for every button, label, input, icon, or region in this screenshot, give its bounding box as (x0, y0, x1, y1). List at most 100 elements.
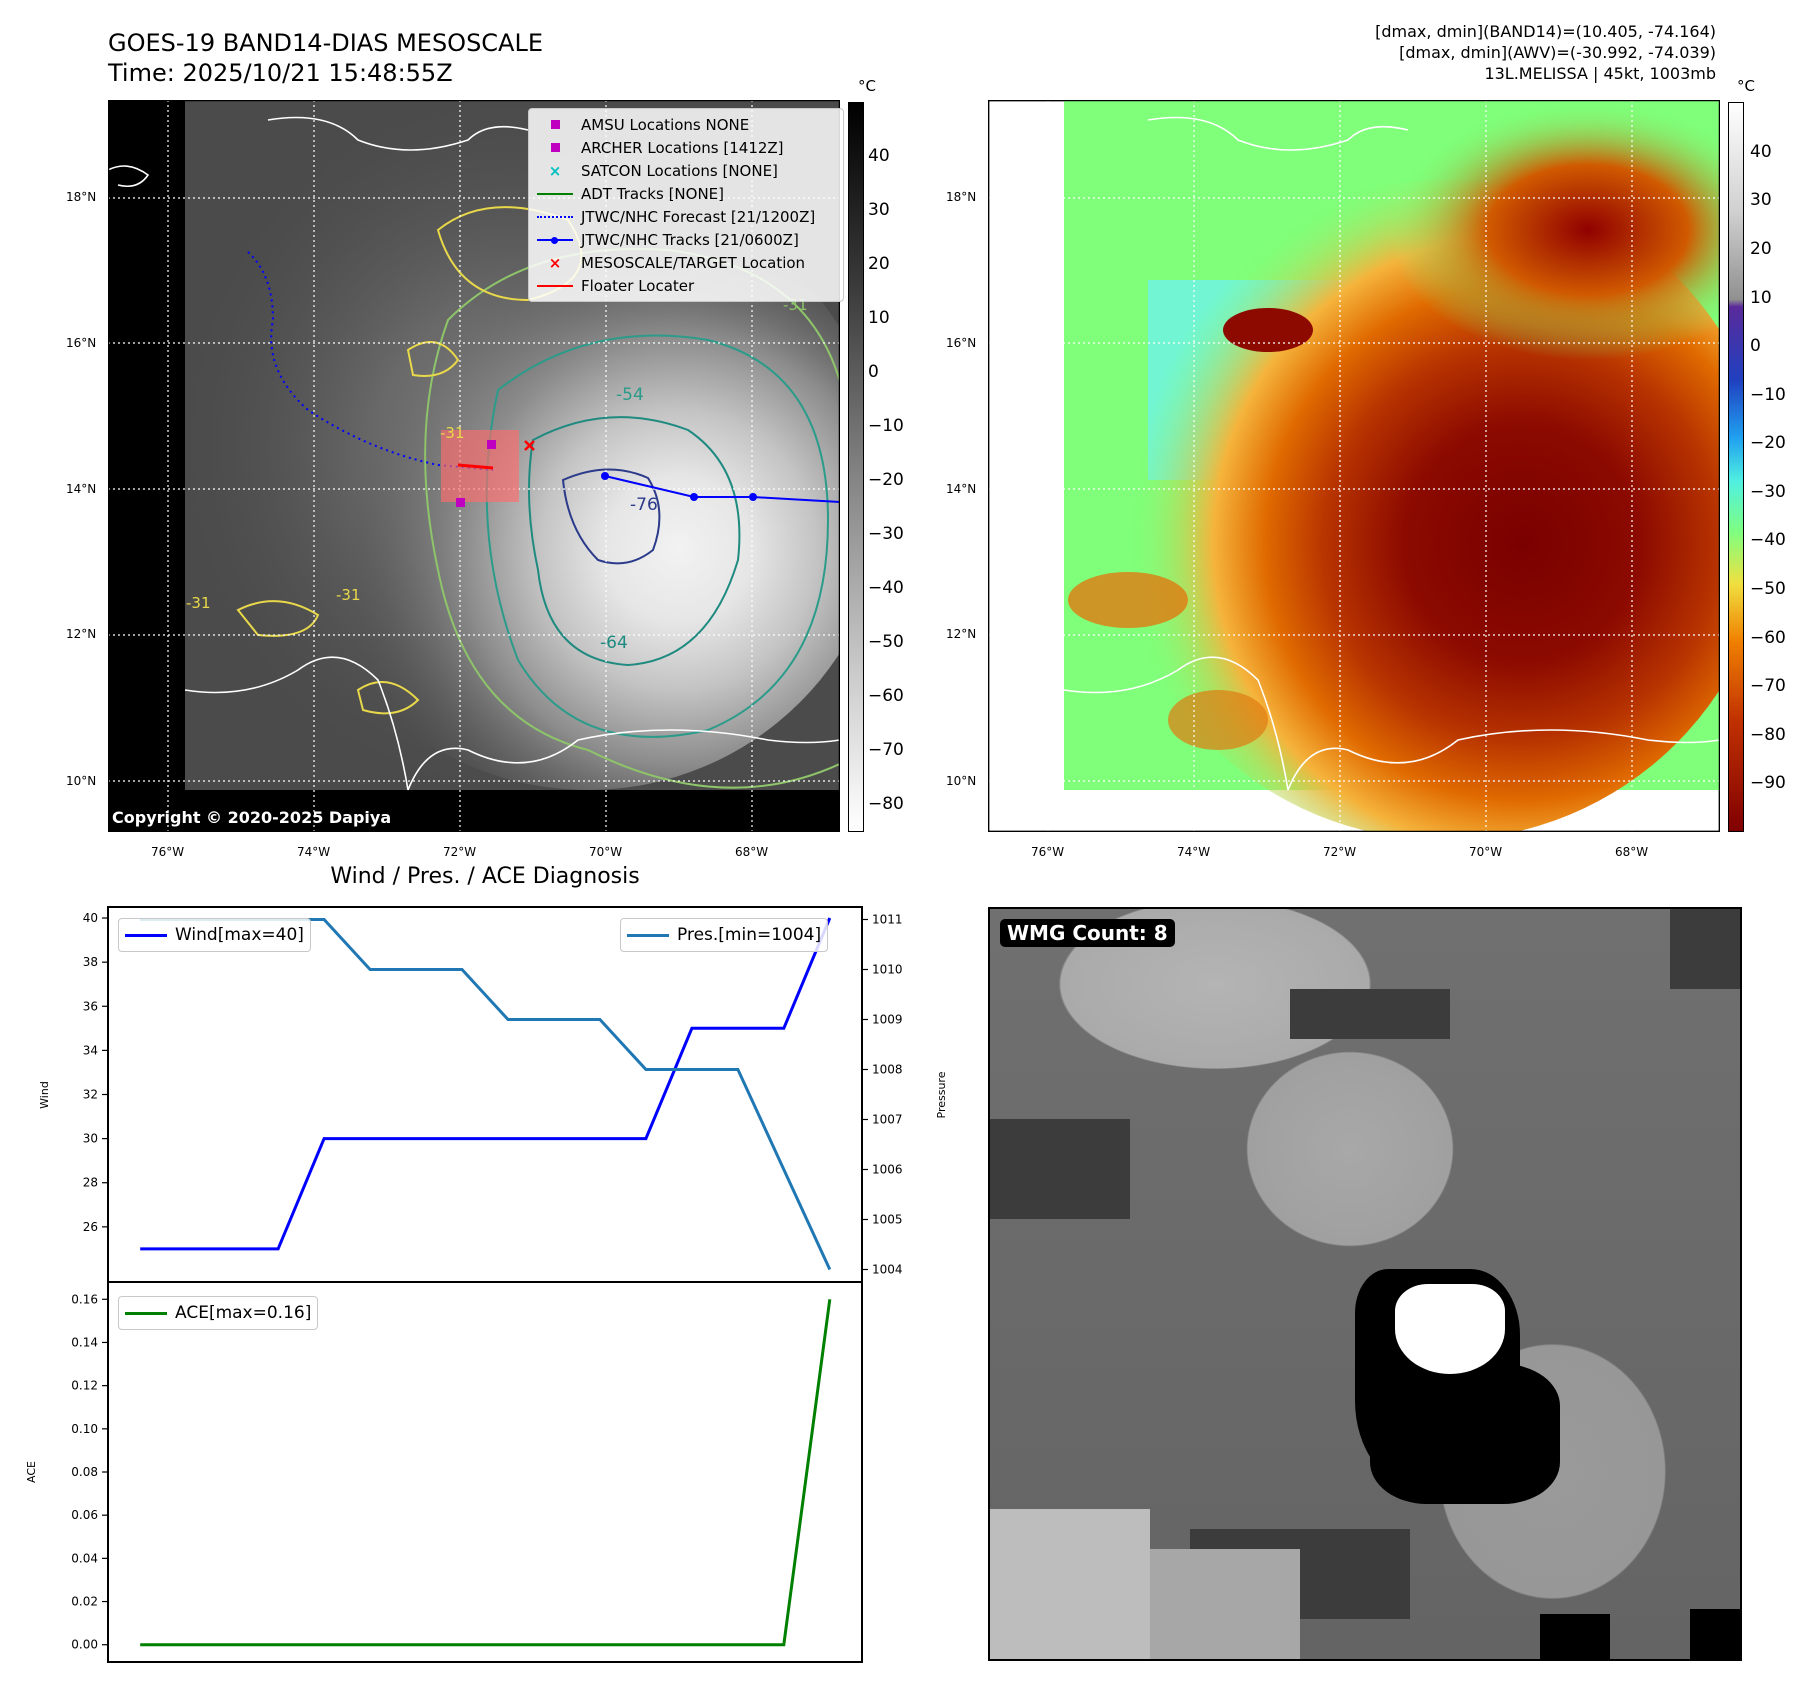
pressure-tick-label: 1005 (872, 1213, 903, 1227)
wind-tick-label: 32 (83, 1088, 98, 1102)
wind-series-line (140, 917, 832, 1251)
lon-label: 72°W (443, 845, 477, 859)
wind-tick-label: 36 (83, 999, 98, 1013)
ace-tick-label: 0.00 (71, 1638, 98, 1652)
legend-item: JTWC/NHC Tracks [21/0600Z] (535, 228, 837, 251)
wind-tick-label: 28 (83, 1176, 98, 1190)
stats-awv: [dmax, dmin](AWV)=(-30.992, -74.039) (1399, 43, 1716, 62)
figure-title: GOES-19 BAND14-DIAS MESOSCALE (108, 29, 544, 57)
legend-item: × SATCON Locations [NONE] (548, 161, 778, 180)
ace-legend: ACE[max=0.16] (118, 1296, 319, 1330)
ace-tick-label: 0.04 (71, 1551, 98, 1565)
ace-tick-label: 0.10 (71, 1422, 98, 1436)
ir-colorbar (848, 102, 864, 832)
lon-label: 68°W (1615, 845, 1649, 859)
lon-label: 76°W (1031, 845, 1065, 859)
wind-tick-label: 34 (83, 1043, 98, 1057)
lon-label: 72°W (1323, 845, 1357, 859)
pressure-axis-ticks: 1004 1005 1006 1007 1008 1009 1010 1011 (862, 913, 903, 1277)
ace-tick-label: 0.14 (71, 1335, 98, 1349)
awv-map (987, 99, 1788, 840)
ace-axis-label: ACE (25, 1461, 38, 1483)
floater-locater (457, 463, 494, 470)
legend-item: × MESOSCALE/TARGET Location (548, 253, 806, 272)
lon-label: 74°W (1177, 845, 1211, 859)
lat-label: 14°N (66, 482, 97, 496)
lat-label: 18°N (946, 190, 977, 204)
ace-axes (107, 1281, 863, 1663)
contour-label: -54 (616, 385, 644, 405)
awv-map-panel (987, 99, 1788, 840)
lon-label: 74°W (297, 845, 331, 859)
lat-label: 16°N (946, 336, 977, 350)
contour-64 (528, 416, 741, 667)
lat-label: 10°N (946, 774, 977, 788)
wmg-count-badge: WMG Count: 8 (1000, 919, 1175, 947)
contour-label: -31 (186, 594, 211, 612)
legend-item: ARCHER Locations [1412Z] (535, 136, 837, 159)
wind-tick-label: 30 (83, 1132, 98, 1146)
map-legend: AMSU Locations NONE ARCHER Locations [14… (528, 108, 844, 302)
coastline (184, 656, 409, 791)
wind-tick-label: 40 (83, 911, 98, 925)
lat-label: 16°N (66, 336, 97, 350)
ace-series-line (140, 1299, 832, 1647)
contour-label: -64 (600, 633, 628, 653)
wmg-panel (988, 907, 1742, 1661)
pressure-tick-label: 1009 (872, 1013, 903, 1027)
contour-76 (561, 468, 661, 565)
wmg-eye (1395, 1284, 1505, 1374)
colorbar-unit: °C (858, 77, 876, 95)
copyright: Copyright © 2020-2025 Dapiya (112, 808, 392, 827)
legend-item: ADT Tracks [NONE] (535, 182, 837, 205)
lat-label: 14°N (946, 482, 977, 496)
best-track (604, 475, 841, 503)
legend-item: JTWC/NHC Forecast [21/1200Z] (535, 205, 837, 228)
storm-cloud-mass (288, 190, 888, 790)
contour-54 (485, 334, 830, 738)
wind-tick-label: 38 (83, 955, 98, 969)
contour-label: -31 (336, 586, 361, 604)
lon-label: 76°W (151, 845, 185, 859)
pressure-tick-label: 1011 (872, 913, 903, 927)
pressure-axis-label: Pressure (935, 1071, 948, 1118)
lon-label: 70°W (589, 845, 623, 859)
pressure-tick-label: 1007 (872, 1113, 903, 1127)
ace-axis-ticks: 0.00 0.02 0.04 0.06 0.08 0.10 0.12 0.14 0.16 (71, 1292, 108, 1652)
figure-time: Time: 2025/10/21 15:48:55Z (108, 59, 453, 87)
storm-info: 13L.MELISSA | 45kt, 1003mb (1484, 64, 1716, 83)
lat-label: 18°N (66, 190, 97, 204)
legend-item: AMSU Locations NONE (535, 113, 837, 136)
pressure-series-line (140, 918, 832, 1271)
pressure-legend: Pres.[min=1004] (620, 918, 829, 952)
stats-band14: [dmax, dmin](BAND14)=(10.405, -74.164) (1375, 22, 1716, 41)
ace-tick-label: 0.16 (71, 1292, 98, 1306)
pressure-tick-label: 1004 (872, 1263, 903, 1277)
lat-label: 12°N (66, 627, 97, 641)
archer-marker (487, 440, 496, 449)
diagnosis-title: Wind / Pres. / ACE Diagnosis (330, 864, 640, 889)
pressure-tick-label: 1010 (872, 963, 903, 977)
legend-item: Floater Locater (535, 274, 837, 297)
lon-label: 70°W (1469, 845, 1503, 859)
pressure-tick-label: 1008 (872, 1063, 903, 1077)
wind-axis-ticks: 26 28 30 32 34 36 38 40 (83, 911, 108, 1234)
wind-axis-label: Wind (38, 1081, 51, 1109)
ace-tick-label: 0.02 (71, 1595, 98, 1609)
ir-colorbar-ticks: 40 30 20 10 0 −10 −20 −30 −40 −50 −60 −7… (868, 146, 904, 814)
wind-legend: Wind[max=40] (118, 918, 311, 952)
contour-label: -31 (440, 424, 465, 442)
lon-label: 68°W (735, 845, 769, 859)
contour-label: -76 (630, 495, 658, 515)
wind-tick-label: 26 (83, 1220, 98, 1234)
ace-tick-label: 0.12 (71, 1379, 98, 1393)
colorbar-unit: °C (1737, 77, 1755, 95)
ace-tick-label: 0.06 (71, 1508, 98, 1522)
forecast-track (247, 251, 494, 471)
awv-colorbar (1728, 102, 1744, 832)
pressure-tick-label: 1006 (872, 1163, 903, 1177)
lat-label: 10°N (66, 774, 97, 788)
target-marker (524, 440, 535, 451)
awv-colorbar-ticks: 40 30 20 10 0 −10 −20 −30 −40 −50 −60 −7… (1750, 142, 1786, 793)
